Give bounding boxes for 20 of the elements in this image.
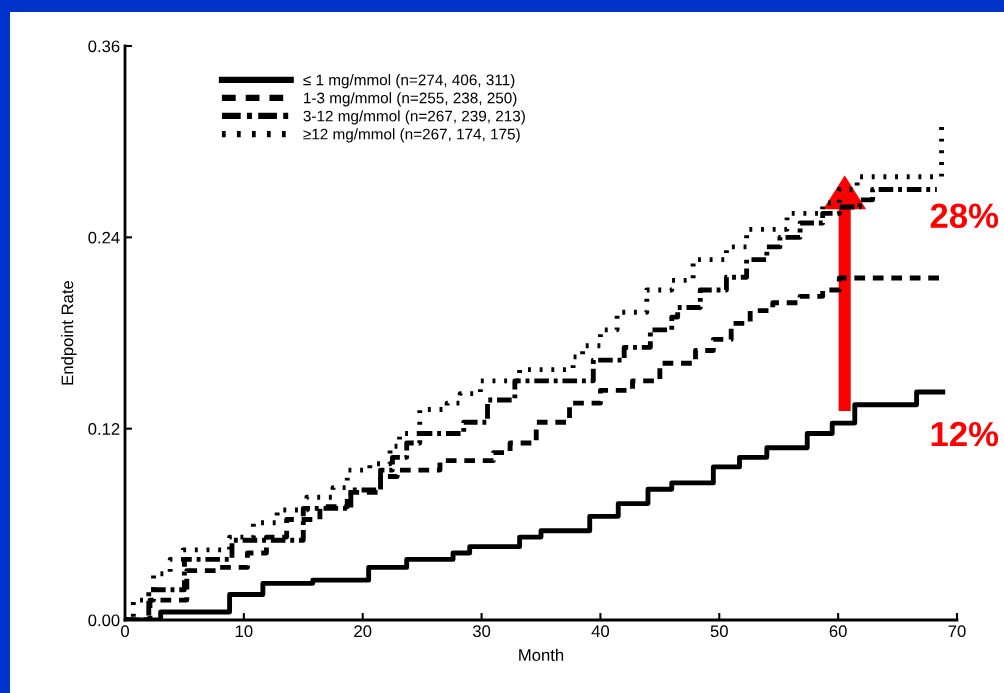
y-tick-label: 0.00 <box>88 614 120 627</box>
annotation: 12% <box>931 421 999 447</box>
annotation: 28% <box>930 203 999 229</box>
x-tick-label: 70 <box>948 625 966 638</box>
legend-label: 3-12 mg/mmol (n=267, 239, 213) <box>303 110 525 125</box>
legend-label: ≥12 mg/mmol (n=267, 174, 175) <box>303 128 520 143</box>
y-axis-title: Endpoint Rate <box>61 280 77 385</box>
x-tick-label: 0 <box>121 625 129 638</box>
y-tick-label: 0.12 <box>88 423 120 435</box>
x-axis-title: Month <box>519 648 564 661</box>
x-tick-label: 60 <box>829 625 847 638</box>
y-tick-label: 0.36 <box>88 40 120 53</box>
x-tick-label: 50 <box>710 625 728 638</box>
x-tick-label: 40 <box>591 625 610 638</box>
x-tick-label: 10 <box>235 625 253 638</box>
x-tick-label: 20 <box>354 625 372 638</box>
legend-label: 1-3 mg/mmol (n=255, 238, 250) <box>304 92 517 107</box>
x-tick-label: 30 <box>472 625 491 638</box>
legend-label: ≤ 1 mg/mmol (n=274, 406, 311) <box>303 74 515 89</box>
y-tick-label: 0.24 <box>88 231 120 244</box>
